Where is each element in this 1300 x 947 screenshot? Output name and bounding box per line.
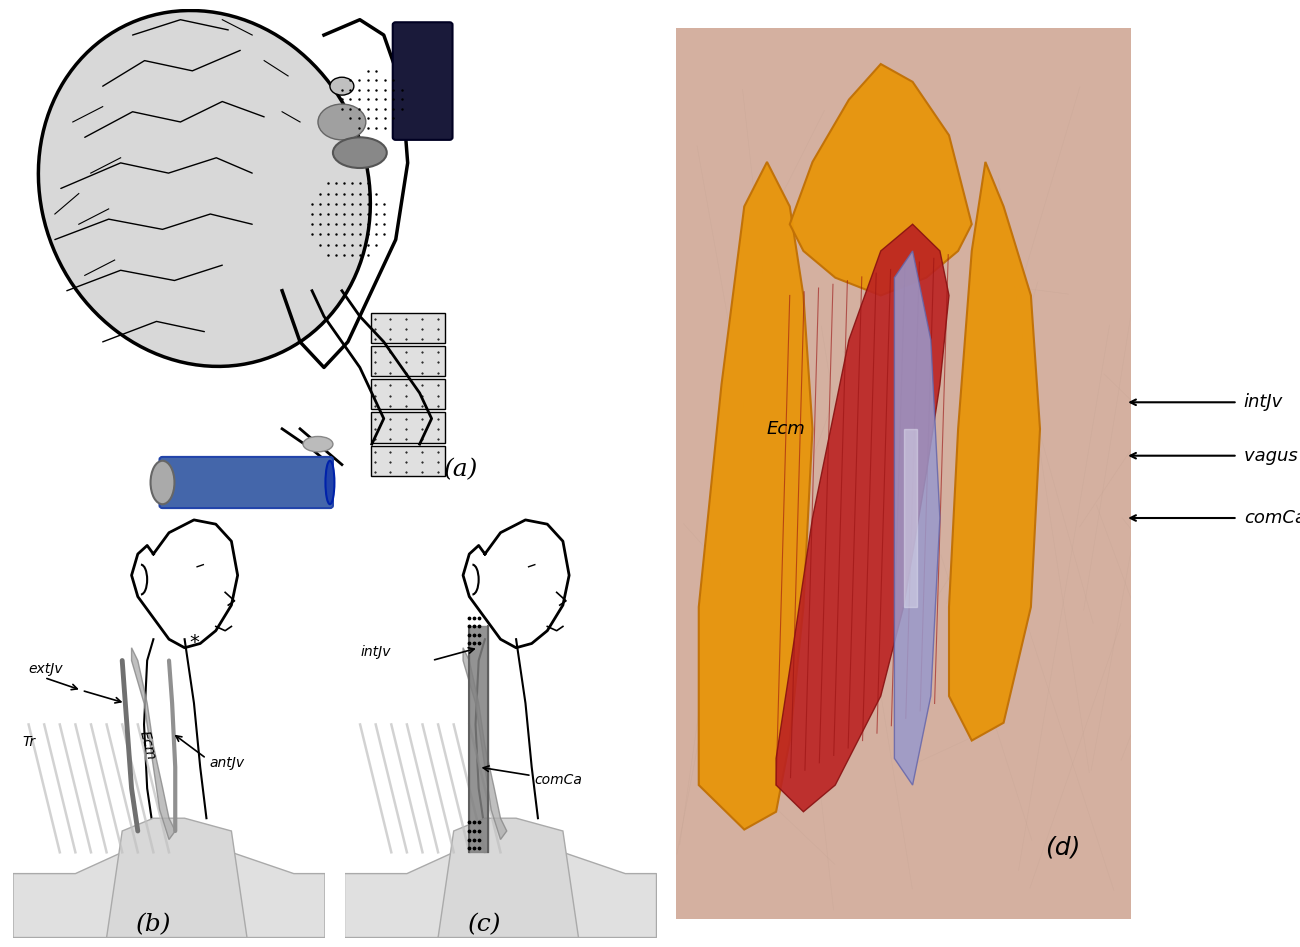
Ellipse shape	[333, 137, 387, 168]
FancyBboxPatch shape	[393, 22, 452, 140]
Text: intJv: intJv	[360, 645, 390, 659]
Text: (c): (c)	[468, 913, 502, 937]
Polygon shape	[903, 429, 918, 607]
Text: extJv: extJv	[29, 662, 64, 676]
FancyBboxPatch shape	[370, 446, 445, 475]
Polygon shape	[344, 852, 469, 938]
Text: Ecm: Ecm	[767, 420, 806, 438]
Text: antJv: antJv	[209, 756, 244, 770]
Text: Tr: Tr	[22, 735, 35, 749]
FancyBboxPatch shape	[370, 413, 445, 442]
Text: Ecm: Ecm	[136, 729, 157, 762]
Ellipse shape	[151, 461, 174, 504]
Ellipse shape	[325, 461, 334, 504]
Polygon shape	[699, 162, 812, 830]
Text: vagus n.: vagus n.	[1244, 447, 1300, 465]
Ellipse shape	[303, 437, 333, 452]
Text: (a): (a)	[445, 458, 478, 481]
Text: comCa: comCa	[534, 773, 582, 787]
FancyBboxPatch shape	[370, 379, 445, 409]
Ellipse shape	[318, 104, 365, 140]
Polygon shape	[790, 64, 972, 295]
Polygon shape	[438, 818, 578, 938]
Ellipse shape	[39, 10, 370, 366]
Text: comCa: comCa	[1244, 509, 1300, 527]
Polygon shape	[949, 162, 1040, 741]
Text: (b): (b)	[135, 913, 172, 937]
Polygon shape	[169, 831, 325, 938]
FancyBboxPatch shape	[370, 313, 445, 343]
Polygon shape	[894, 251, 940, 785]
Text: (d): (d)	[1045, 835, 1080, 859]
Polygon shape	[131, 648, 176, 839]
FancyBboxPatch shape	[370, 346, 445, 376]
Polygon shape	[776, 224, 949, 812]
Polygon shape	[463, 648, 507, 839]
FancyBboxPatch shape	[160, 457, 333, 508]
Polygon shape	[676, 28, 1131, 919]
Text: intJv: intJv	[1244, 393, 1283, 411]
Polygon shape	[107, 818, 247, 938]
Polygon shape	[13, 852, 138, 938]
Ellipse shape	[330, 78, 354, 95]
Text: *: *	[188, 633, 199, 652]
Polygon shape	[500, 831, 656, 938]
